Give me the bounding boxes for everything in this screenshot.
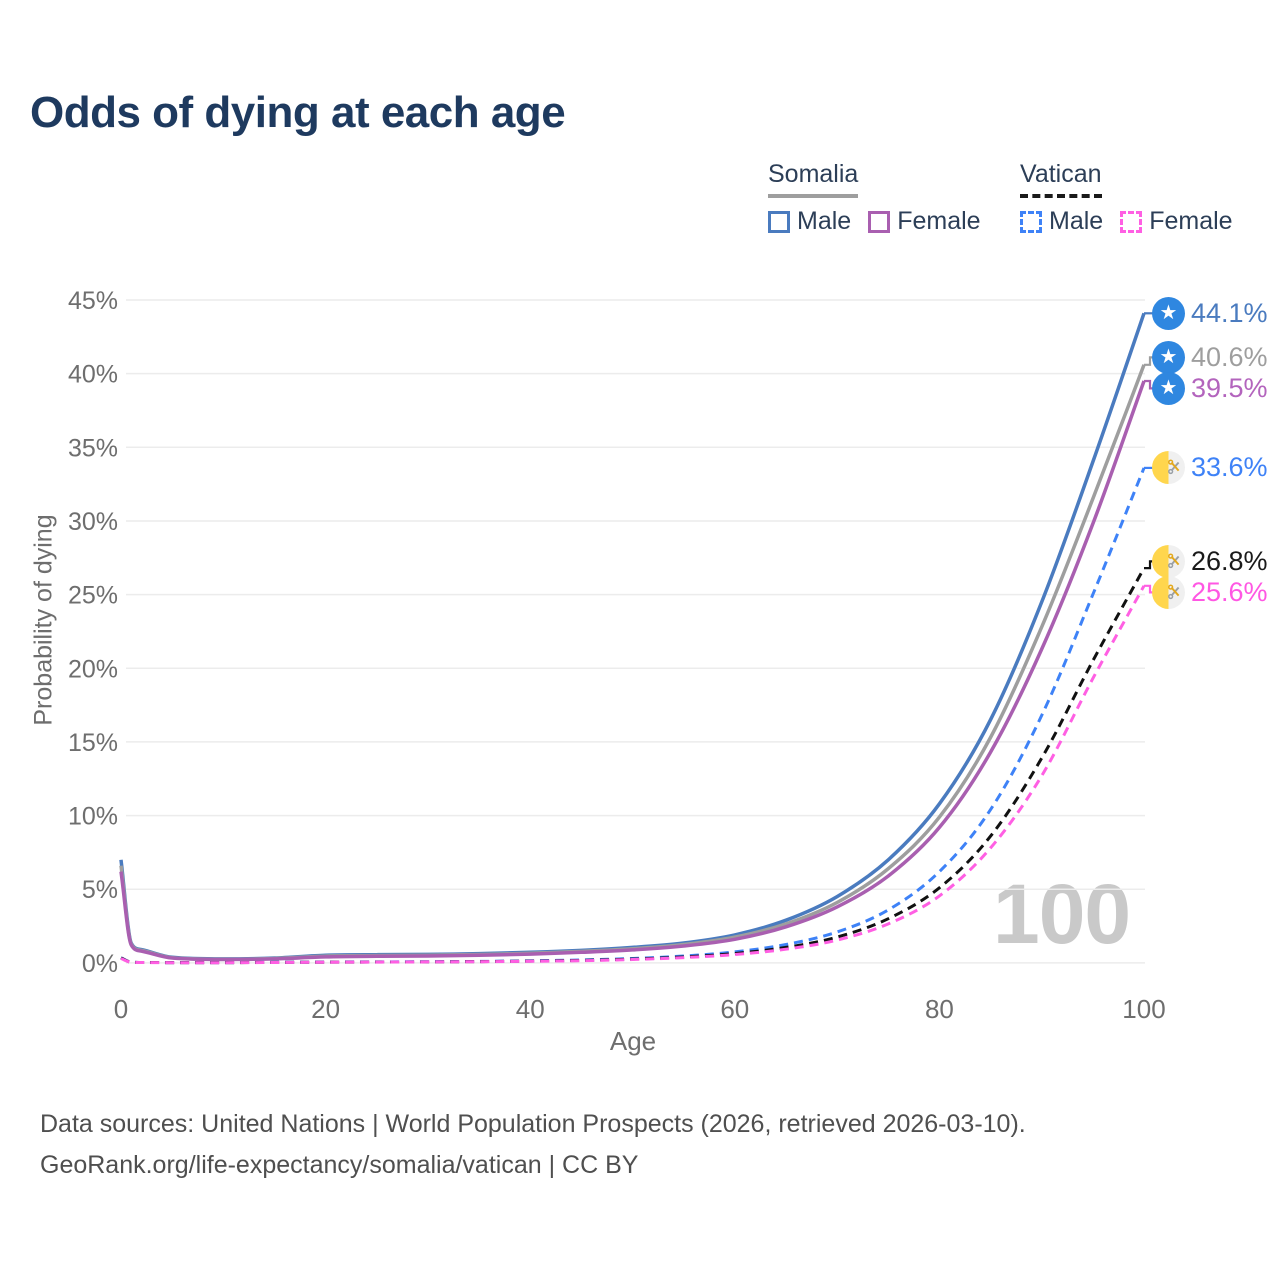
end-label-vatican-female: 25.6% [1152, 575, 1268, 609]
somalia-male-swatch-icon [768, 210, 790, 233]
legend-item-vatican-female[interactable]: Female [1120, 207, 1233, 236]
footer-attribution: GeoRank.org/life-expectancy/somalia/vati… [40, 1151, 639, 1179]
series-line-vatican[interactable] [120, 567, 1146, 965]
vatican-male-swatch-icon [1020, 210, 1042, 233]
vatican-flag-icon [1152, 544, 1185, 578]
crossed-keys-icon [1168, 553, 1180, 569]
footer-sources: Data sources: United Nations | World Pop… [40, 1110, 1026, 1138]
y-tick-label: 40% [68, 361, 118, 389]
vatican-flag-icon [1152, 451, 1185, 485]
x-tick-label: 20 [311, 994, 340, 1024]
vatican-flag-icon [1152, 575, 1185, 609]
x-tick-label: 80 [925, 994, 954, 1024]
end-label-vatican: 26.8% [1152, 544, 1268, 578]
y-tick-label: 15% [68, 729, 118, 757]
legend-header-somalia[interactable]: Somalia [768, 160, 859, 198]
series-line-vatican-female[interactable] [120, 585, 1146, 965]
legend-label-vatican-female: Female [1149, 207, 1233, 235]
end-label-value: 40.6% [1191, 341, 1268, 372]
page-title: Odds of dying at each age [30, 88, 566, 137]
legend-label-vatican-male: Male [1049, 207, 1104, 235]
y-axis-title: Probability of dying [29, 514, 58, 726]
series-line-somalia-male[interactable] [119, 312, 1146, 961]
x-axis-title: Age [609, 1026, 657, 1056]
series-line-somalia-female[interactable] [119, 380, 1146, 962]
legend-item-somalia-female[interactable]: Female [868, 207, 981, 236]
somalia-female-swatch-icon [868, 210, 891, 233]
x-tick-label: 0 [114, 994, 128, 1024]
end-label-somalia-female: ★ 39.5% [1152, 371, 1268, 405]
y-tick-label: 30% [68, 508, 118, 536]
end-label-vatican-male: 33.6% [1152, 451, 1268, 485]
end-label-somalia: ★ 40.6% [1152, 340, 1268, 374]
legend-group-vatican: Vatican Male Female [1020, 160, 1250, 236]
x-tick-label: 40 [516, 994, 545, 1024]
somalia-flag-icon: ★ [1152, 340, 1185, 374]
end-label-value: 26.8% [1191, 545, 1268, 576]
x-tick-label: 100 [1122, 994, 1165, 1024]
end-label-value: 44.1% [1191, 297, 1268, 328]
legend-header-vatican[interactable]: Vatican [1020, 160, 1102, 198]
y-tick-label: 20% [68, 655, 118, 683]
y-tick-label: 25% [68, 582, 118, 610]
y-tick-label: 35% [68, 434, 118, 462]
somalia-flag-icon: ★ [1152, 296, 1185, 330]
end-label-value: 39.5% [1191, 372, 1268, 403]
y-tick-label: 5% [82, 876, 118, 904]
y-tick-label: 10% [68, 803, 118, 831]
crossed-keys-icon [1168, 459, 1180, 475]
end-label-value: 25.6% [1191, 576, 1268, 607]
legend-item-somalia-male[interactable]: Male [768, 207, 851, 236]
somalia-flag-icon: ★ [1152, 371, 1185, 405]
end-label-somalia-male: ★ 44.1% [1152, 296, 1268, 330]
hover-age-watermark: 100 [993, 867, 1131, 961]
crossed-keys-icon [1168, 584, 1180, 600]
legend-label-somalia-female: Female [897, 207, 981, 235]
y-tick-label: 45% [68, 287, 118, 315]
legend-label-somalia-male: Male [797, 207, 852, 235]
legend-item-vatican-male[interactable]: Male [1020, 207, 1103, 236]
x-tick-label: 60 [720, 994, 749, 1024]
y-tick-label: 0% [82, 950, 118, 978]
vatican-female-swatch-icon [1120, 210, 1143, 233]
series-line-vatican-male[interactable] [120, 467, 1146, 965]
legend-items-vatican: Male Female [1020, 207, 1250, 236]
end-label-value: 33.6% [1191, 452, 1268, 483]
footer: Data sources: United Nations | World Pop… [40, 1104, 1026, 1186]
legend-group-somalia: Somalia Male Female [768, 160, 998, 236]
series-line-somalia[interactable] [119, 364, 1146, 961]
legend-items-somalia: Male Female [768, 207, 998, 236]
